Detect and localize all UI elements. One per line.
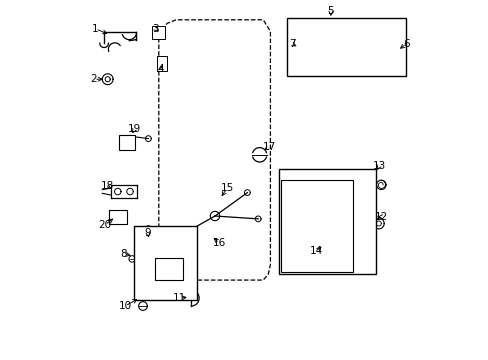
Text: 11: 11 (173, 293, 186, 303)
Text: 10: 10 (118, 301, 131, 311)
Bar (152, 26, 165, 39)
Text: 18: 18 (100, 181, 113, 192)
Text: 16: 16 (212, 238, 225, 248)
Text: 3: 3 (152, 24, 159, 34)
Bar (280, 180, 353, 272)
Bar (108, 210, 126, 224)
Text: 20: 20 (98, 220, 111, 230)
Text: 6: 6 (403, 39, 409, 49)
Text: 15: 15 (220, 183, 233, 193)
Text: 17: 17 (262, 142, 275, 152)
Text: 2: 2 (90, 74, 97, 84)
Text: 14: 14 (309, 246, 323, 256)
Text: 8: 8 (121, 249, 127, 259)
Text: 5: 5 (327, 6, 333, 16)
Text: 9: 9 (144, 228, 151, 238)
Text: 7: 7 (288, 39, 295, 49)
Bar (119, 135, 134, 150)
Bar (278, 169, 375, 274)
Text: 1: 1 (92, 24, 99, 34)
Text: 12: 12 (374, 212, 387, 222)
Bar (134, 226, 197, 300)
Bar (157, 56, 167, 71)
Bar (286, 18, 405, 76)
Text: 4: 4 (157, 64, 164, 74)
Text: 19: 19 (128, 124, 141, 134)
Bar (154, 258, 183, 280)
Text: 13: 13 (372, 161, 386, 171)
